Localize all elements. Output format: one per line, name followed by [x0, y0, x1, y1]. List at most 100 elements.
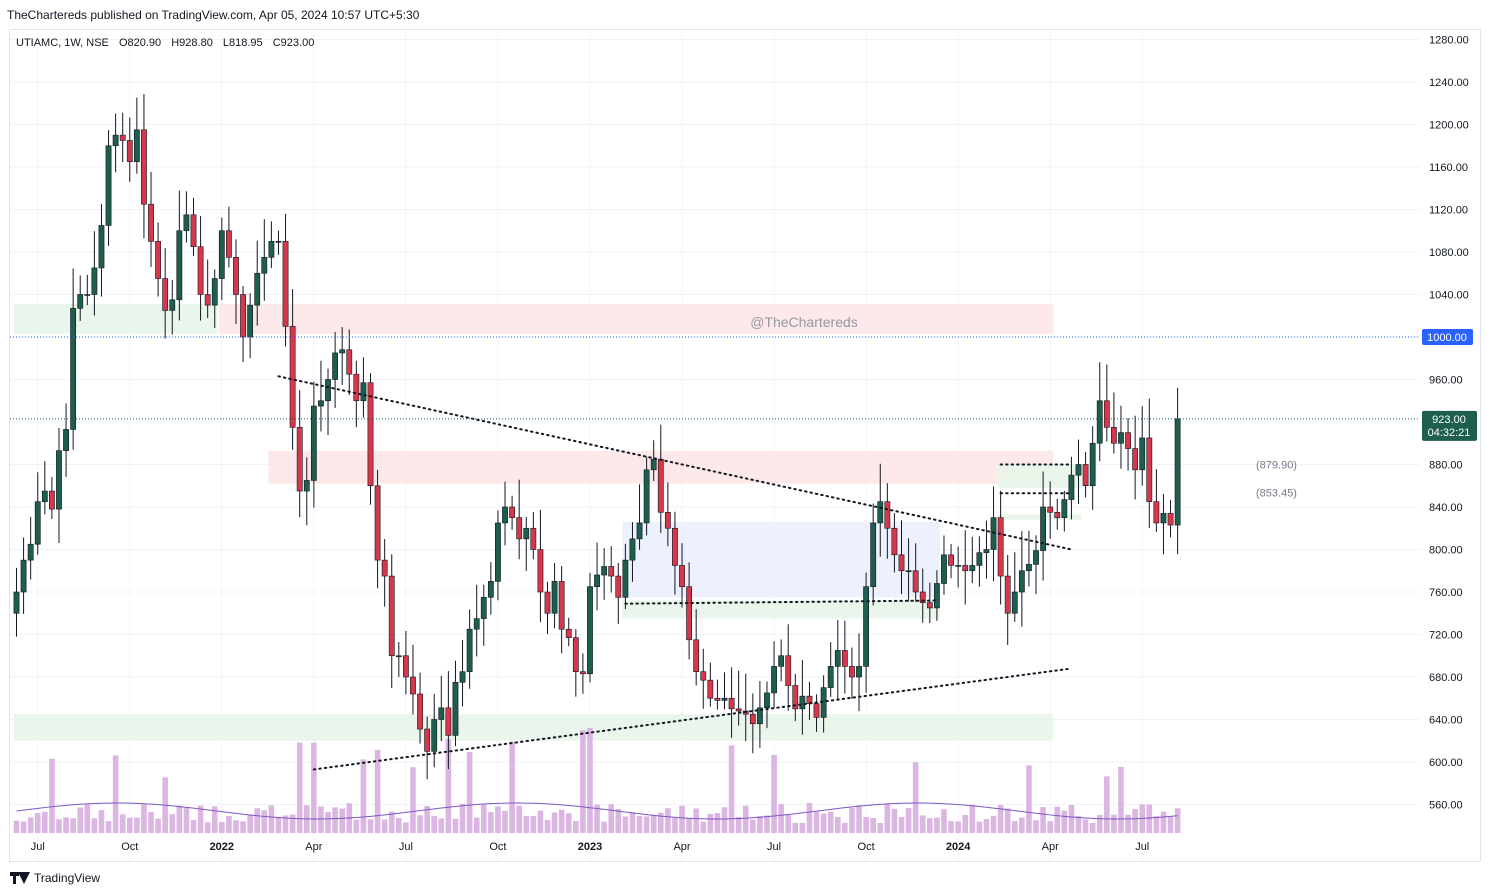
candle-body: [1054, 512, 1061, 518]
candle-body: [856, 666, 862, 678]
candle-body: [799, 695, 806, 710]
candle-body: [495, 522, 501, 582]
candle-body: [834, 650, 841, 667]
candle-body: [898, 554, 905, 572]
trendline-2: [624, 599, 938, 605]
candle-body: [310, 405, 317, 481]
volume-bar: [580, 730, 586, 833]
volume-bar: [771, 754, 777, 833]
candle-body: [395, 655, 402, 658]
volume-bar: [148, 811, 154, 833]
candle-body: [601, 566, 608, 576]
candle-body: [360, 382, 367, 402]
candle-body: [48, 490, 55, 510]
candle-body: [27, 543, 34, 561]
volume-bar: [289, 814, 296, 833]
candle-body: [155, 241, 161, 279]
volume-bar: [1075, 815, 1082, 833]
volume-bar: [374, 749, 381, 833]
candle-body: [516, 517, 523, 540]
candle-body: [1167, 513, 1174, 526]
volume-bar: [77, 807, 84, 833]
trendlines: [10, 336, 1420, 771]
candle-body: [183, 214, 190, 232]
volume-bar: [56, 819, 62, 833]
last-price-badge: [1422, 410, 1477, 441]
volume-bar: [63, 817, 69, 833]
volume-bar: [1040, 806, 1046, 833]
volume-bar: [197, 805, 204, 833]
candles: [13, 93, 1181, 780]
zone-red-1: [218, 304, 1054, 334]
svg-text:UTIAMC, 1W, NSE O820.90: UTIAMC, 1W, NSE O820.90 H928.80 L818.95 …: [16, 37, 314, 49]
zone-green-5: [13, 714, 1054, 741]
volume-bar: [1004, 808, 1011, 833]
x-tick-label: Oct: [489, 841, 506, 853]
high-value: H928.80: [171, 37, 213, 49]
volume-bar: [912, 762, 919, 833]
candle-body: [941, 554, 947, 584]
candle-body: [275, 241, 282, 243]
volume-bar: [183, 807, 190, 833]
candle-body: [126, 140, 133, 162]
volume-bar: [799, 822, 806, 833]
x-tick-label: Apr: [1042, 841, 1059, 853]
volume-bar: [240, 821, 246, 833]
candle-body: [41, 490, 48, 502]
candle-body: [211, 278, 218, 306]
volume-bar: [141, 804, 147, 833]
volume-bar: [891, 808, 898, 833]
volume-bar: [643, 816, 650, 833]
candle-body: [438, 707, 445, 720]
volume-bar: [169, 814, 176, 833]
candle-body: [282, 241, 289, 327]
volume-bar: [211, 806, 218, 833]
volume-bar: [700, 821, 707, 833]
volume-bar: [155, 818, 161, 833]
volume-bar: [1125, 814, 1131, 833]
candle-body: [204, 294, 211, 306]
volume-bar: [757, 816, 763, 833]
volume-bar: [34, 813, 41, 833]
volume-bar: [275, 816, 282, 833]
volume-bar: [622, 816, 629, 833]
candle-body: [1146, 437, 1153, 502]
candle-body: [417, 693, 423, 730]
volume-bar: [509, 741, 515, 833]
volume-bar: [424, 805, 430, 833]
candle-body: [537, 549, 544, 593]
volume-bar: [1026, 765, 1032, 833]
volume-ma: [16, 802, 1178, 820]
volume-bar: [1118, 766, 1124, 833]
level-badge-text: 1000.00: [1427, 332, 1467, 344]
candle-body: [487, 581, 494, 598]
volume-bar: [686, 818, 692, 833]
candle-body: [749, 713, 756, 725]
volume-bar: [1054, 806, 1061, 833]
volume-bar: [1082, 819, 1089, 833]
candle-body: [1033, 550, 1039, 565]
candle-body: [119, 134, 126, 141]
volume-bar: [126, 817, 133, 833]
volume-bar: [594, 804, 600, 833]
volume-bar: [827, 811, 834, 833]
symbol-legend: UTIAMC, 1W, NSE O820.90 H928.80 L818.95 …: [16, 37, 314, 49]
volume-bar: [410, 767, 416, 833]
candle-body: [587, 586, 593, 675]
y-tick-label: 600.00: [1429, 757, 1463, 769]
candle-body: [1011, 591, 1018, 614]
candle-body: [77, 294, 84, 309]
candle-body: [643, 469, 650, 524]
candle-body: [254, 272, 261, 306]
candle-body: [721, 697, 728, 701]
volume-bar: [119, 814, 126, 833]
y-tick-label: 720.00: [1429, 630, 1463, 642]
candle-body: [473, 618, 480, 630]
x-tick-label: 2023: [578, 841, 602, 853]
candle-body: [226, 230, 232, 258]
volume-bar: [679, 805, 685, 833]
candle-body: [133, 129, 140, 162]
candle-body: [402, 655, 409, 678]
candle-body: [926, 602, 933, 609]
